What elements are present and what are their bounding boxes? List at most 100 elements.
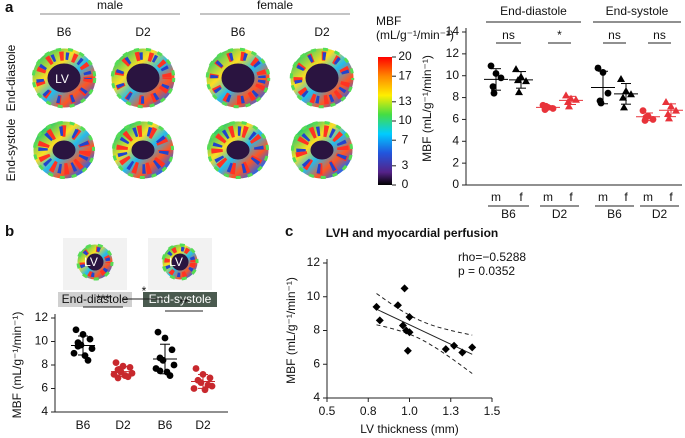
data-point: [639, 107, 647, 115]
myocardium-texture: [37, 125, 91, 175]
x-tick-label: m: [491, 190, 501, 204]
data-point: [487, 62, 495, 70]
data-point: [405, 328, 414, 337]
myocardium-texture: [289, 47, 355, 109]
data-point: [619, 93, 627, 101]
data-point: [70, 349, 78, 357]
myocardium-texture: [110, 47, 176, 109]
data-point: [468, 343, 477, 352]
y-tick-label: 6: [313, 356, 320, 370]
data-point: [665, 114, 673, 122]
data-point: [86, 335, 94, 343]
myocardium-texture: [38, 126, 90, 174]
data-point: [515, 88, 523, 96]
data-point: [199, 371, 207, 378]
significance-label: *: [557, 28, 562, 42]
colorbar-tick-label: 20: [398, 49, 412, 63]
x-tick-label: 0.8: [360, 404, 377, 418]
data-point: [489, 83, 497, 91]
x-tick-label: B6: [158, 418, 173, 432]
x-tick-label: m: [598, 190, 608, 204]
x-tick-label: m: [643, 190, 653, 204]
data-point: [197, 379, 205, 387]
column-label: B6: [231, 25, 246, 39]
image-caption-box: [58, 292, 132, 307]
column-label: D2: [314, 25, 330, 39]
significance-label: *: [142, 284, 147, 298]
colorbar-tick-label: 3: [402, 158, 409, 172]
data-point: [79, 331, 87, 338]
myocardium-texture: [211, 125, 265, 175]
data-point: [441, 345, 450, 354]
myocardium-texture: [79, 246, 111, 278]
lv-label: LV: [55, 72, 69, 86]
strain-label: B6: [501, 207, 516, 221]
data-point: [393, 301, 402, 310]
data-point: [206, 374, 214, 382]
myocardium-texture: [161, 243, 199, 281]
myocardium-texture: [209, 51, 267, 105]
data-point: [124, 373, 132, 381]
data-point: [594, 64, 602, 72]
data-point: [126, 363, 134, 371]
data-point: [572, 95, 580, 103]
x-tick-label: B6: [76, 418, 91, 432]
x-tick-label: f: [669, 190, 673, 204]
y-tick-label: 12: [307, 255, 321, 269]
x-tick-label: D2: [195, 418, 211, 432]
myocardium-texture: [116, 125, 170, 175]
significance-label: ***: [96, 292, 110, 306]
data-point: [154, 328, 162, 336]
myocardium-texture: [210, 52, 266, 104]
data-point: [542, 102, 550, 110]
myocardium-texture: [36, 52, 92, 104]
x-tick-label: m: [543, 190, 553, 204]
data-point: [599, 69, 607, 76]
data-point: [159, 356, 167, 364]
colorbar-tick-label: 7: [402, 132, 409, 146]
confidence-band: [376, 324, 473, 374]
y-tick-label: 4: [452, 133, 459, 147]
x-tick-label: 1.5: [484, 404, 501, 418]
x-tick-label: 0.5: [319, 404, 336, 418]
column-label: B6: [57, 25, 72, 39]
significance-label: ns: [502, 28, 515, 42]
annotation: p = 0.0352: [458, 264, 515, 278]
data-point: [512, 65, 520, 73]
perfusion-image: [206, 120, 270, 180]
data-point: [672, 106, 680, 114]
y-tick-label: 14: [446, 24, 460, 38]
data-point: [604, 89, 612, 97]
myocardium-texture: [212, 126, 264, 174]
data-point: [190, 385, 198, 392]
x-tick-label: f: [519, 190, 523, 204]
data-point: [400, 284, 409, 293]
x-tick-label: D2: [115, 418, 131, 432]
data-point: [662, 97, 670, 105]
data-point: [74, 342, 82, 350]
strain-label: B6: [607, 207, 622, 221]
perfusion-image: [110, 47, 176, 109]
y-tick-label: 0: [452, 177, 459, 191]
chart-title: LVH and myocardial perfusion: [326, 226, 498, 240]
y-tick-label: 6: [41, 381, 48, 395]
myocardium-texture: [115, 52, 171, 104]
myocardium-texture: [111, 120, 175, 180]
perfusion-image: [161, 243, 199, 281]
colorbar-tick-label: 17: [398, 68, 412, 82]
data-point: [84, 356, 92, 364]
significance-label: ns: [608, 28, 621, 42]
colorbar-tick-label: 10: [398, 113, 412, 127]
data-point: [405, 313, 414, 321]
y-tick-label: 10: [307, 289, 321, 303]
panel-label: c: [285, 223, 293, 240]
myocardium-texture: [295, 125, 349, 175]
data-point: [375, 316, 384, 325]
myocardium-texture: [290, 120, 354, 180]
myocardium-texture: [76, 243, 114, 281]
colorbar: [378, 57, 392, 185]
y-tick-label: 8: [313, 323, 320, 337]
sex-label: female: [257, 0, 293, 12]
data-point: [597, 99, 605, 107]
